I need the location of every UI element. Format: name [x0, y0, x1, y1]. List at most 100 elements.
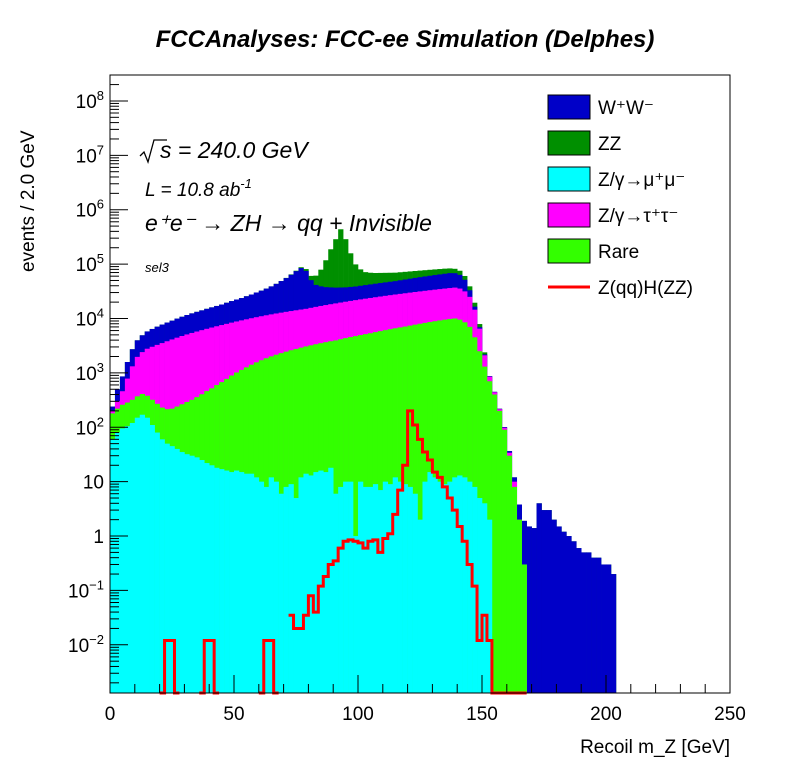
- histogram-bar: [427, 472, 433, 693]
- histogram-bar: [184, 454, 190, 693]
- histogram-bar: [343, 481, 349, 693]
- y-tick-label: 107: [76, 142, 104, 167]
- y-tick-base: 10: [76, 364, 97, 385]
- histogram-bar: [417, 519, 423, 693]
- histogram-bar: [387, 484, 394, 693]
- legend-item: W⁺W⁻: [547, 94, 654, 120]
- plot-frame: [109, 74, 731, 694]
- y-tick-label: 1: [93, 527, 104, 548]
- luminosity-annotation: L = 10.8 ab-1: [145, 176, 252, 201]
- y-tick-base: 10: [76, 201, 97, 222]
- histogram-bar: [377, 490, 384, 693]
- histogram-bar: [288, 484, 294, 693]
- legend-label: Z/γ→μ⁺μ⁻: [598, 170, 685, 191]
- histogram-bar: [159, 439, 165, 693]
- y-tick-label: 103: [76, 360, 104, 385]
- histogram-bar: [328, 467, 334, 693]
- histogram-bar: [323, 472, 329, 693]
- histogram-bar: [348, 481, 354, 693]
- histogram-bar: [219, 469, 225, 693]
- legend-label: Rare: [598, 242, 639, 263]
- histogram-bar: [576, 548, 582, 693]
- histogram-bar: [521, 564, 527, 693]
- histogram-bar: [526, 526, 532, 693]
- histogram-bar: [541, 510, 547, 693]
- y-tick-exponent: 7: [97, 142, 104, 157]
- histogram-bar: [561, 531, 567, 693]
- y-tick-label: 105: [76, 251, 104, 276]
- legend-swatch: [547, 130, 591, 156]
- legend-swatch: [547, 166, 591, 192]
- chart-title: FCCAnalyses: FCC-ee Simulation (Delphes): [156, 26, 655, 53]
- histogram-bar: [124, 426, 131, 693]
- stacked-histogram: [110, 229, 617, 693]
- histogram-bar: [501, 429, 508, 693]
- histogram-bar: [382, 481, 389, 693]
- histogram-bar: [318, 470, 324, 693]
- y-tick-exponent: 4: [97, 305, 104, 320]
- histogram-bar: [353, 336, 359, 693]
- histogram-bar: [417, 323, 423, 693]
- y-tick-exponent: 8: [97, 88, 104, 103]
- histogram-bar: [110, 439, 116, 693]
- histogram-bar: [511, 486, 518, 693]
- y-axis-label: events / 2.0 GeV: [18, 130, 39, 272]
- histogram-bar: [472, 486, 478, 693]
- histogram-bar: [134, 417, 141, 693]
- histogram-bar: [412, 493, 418, 693]
- histogram-bar: [447, 481, 453, 693]
- y-tick-label: 104: [76, 305, 104, 330]
- x-tick-label: 0: [105, 704, 116, 725]
- histogram-bar: [353, 536, 359, 693]
- histogram-bar: [442, 484, 448, 693]
- histogram-bar: [154, 432, 160, 693]
- legend-label: W⁺W⁻: [598, 98, 654, 119]
- y-tick-base: 1: [93, 527, 104, 548]
- legend-item: Z(qq)H(ZZ): [548, 278, 693, 299]
- histogram-bar: [258, 481, 265, 693]
- series-0-bars: [110, 414, 493, 693]
- x-tick-label: 50: [223, 704, 244, 725]
- histogram-bar: [586, 552, 592, 693]
- histogram-bar: [164, 443, 170, 693]
- histogram-bar: [253, 477, 260, 693]
- y-tick-base: 10: [76, 146, 97, 167]
- y-tick-base: 10: [76, 309, 97, 330]
- legend-item: Z/γ→μ⁺μ⁻: [547, 166, 685, 192]
- histogram-bar: [243, 473, 250, 693]
- y-tick-exponent: 3: [97, 360, 104, 375]
- histogram-bar: [189, 455, 195, 693]
- histogram-bar: [129, 422, 136, 693]
- histogram-bar: [179, 452, 185, 693]
- histogram-bar: [139, 414, 146, 693]
- histogram-bar: [566, 536, 572, 693]
- histogram-bar: [372, 484, 379, 693]
- y-tick-base: 10: [76, 92, 97, 113]
- histogram-bar: [149, 425, 155, 693]
- histogram-bar: [601, 564, 607, 693]
- histogram-bar: [204, 463, 210, 693]
- y-tick-label: 102: [76, 414, 104, 439]
- histogram-bar: [362, 486, 369, 693]
- histogram-bar: [199, 460, 205, 693]
- x-axis: 0 50 100 150 200 250: [105, 675, 746, 725]
- histogram-bar: [531, 528, 537, 693]
- legend: W⁺W⁻ ZZ Z/γ→μ⁺μ⁻ Z/γ→τ⁺τ⁻ Rare Z(qq)H(ZZ): [547, 94, 693, 299]
- histogram-bar: [402, 484, 408, 693]
- histogram-bar: [194, 457, 200, 693]
- sqrt-icon: [139, 139, 167, 165]
- signal-histogram: [159, 409, 527, 695]
- histogram-bar: [591, 557, 597, 693]
- signal-line: [159, 409, 527, 695]
- histogram-bar: [273, 481, 279, 693]
- y-tick-exponent: 5: [97, 251, 104, 266]
- y-tick-label: 108: [76, 88, 104, 113]
- x-axis-label: Recoil m_Z [GeV]: [580, 737, 730, 758]
- histogram-bar: [506, 455, 513, 693]
- legend-swatch: [547, 238, 591, 264]
- histogram-bar: [169, 446, 175, 693]
- legend-item: Z/γ→τ⁺τ⁻: [547, 202, 678, 228]
- histogram-bar: [263, 486, 270, 693]
